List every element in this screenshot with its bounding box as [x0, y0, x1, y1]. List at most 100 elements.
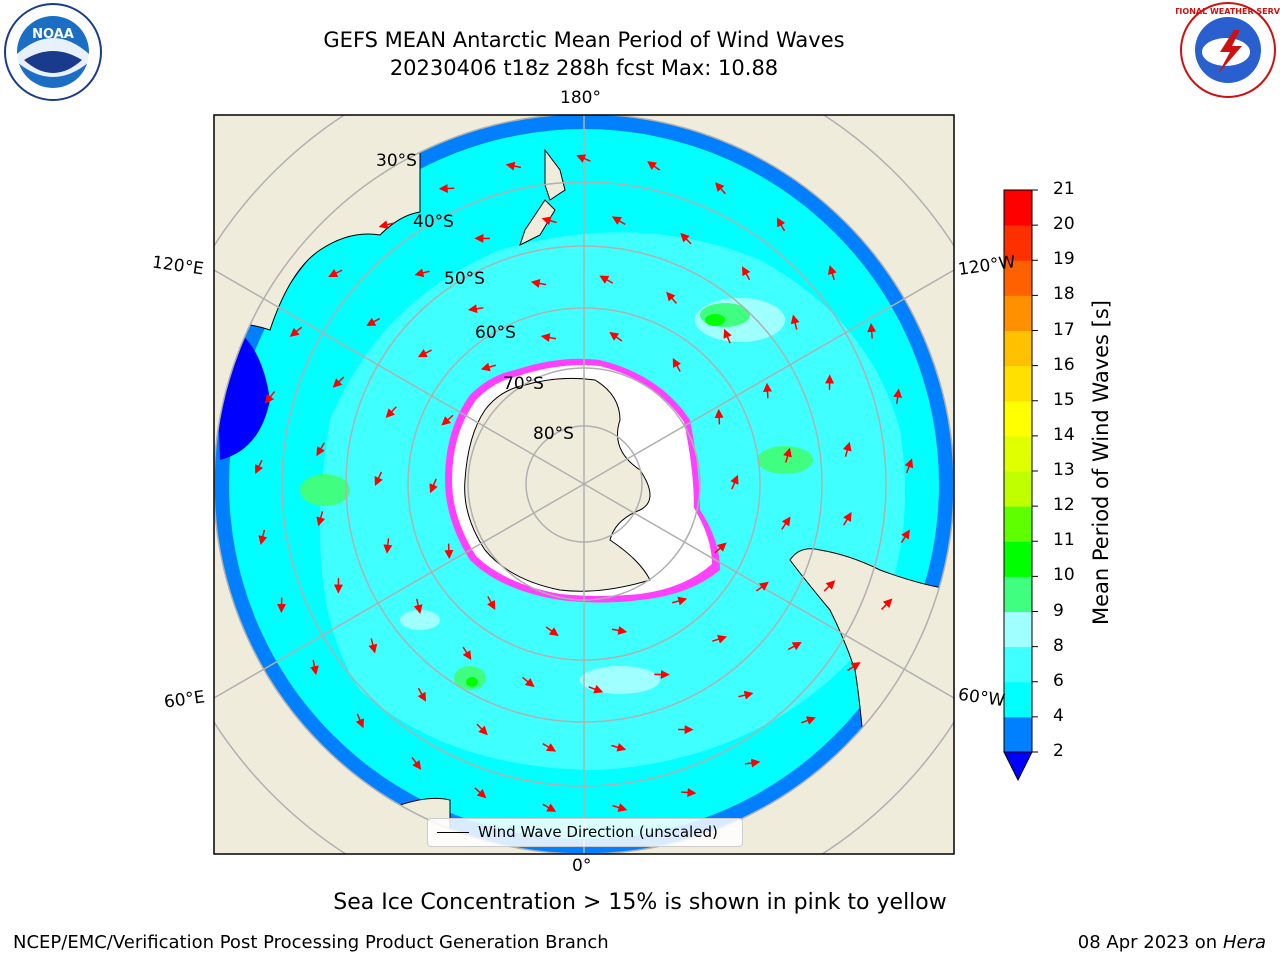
wind-wave-arrow — [417, 349, 432, 358]
wind-wave-arrow — [385, 406, 397, 418]
colorbar-tick-label: 6 — [1053, 670, 1064, 691]
sea-ice-note: Sea Ice Concentration > 15% is shown in … — [333, 890, 947, 915]
wind-wave-arrow — [823, 580, 836, 592]
nws-logo-text: NATIONAL WEATHER SERVICE — [1176, 7, 1280, 16]
colorbar-segment — [1004, 646, 1032, 683]
wind-wave-arrow — [723, 328, 732, 344]
colorbar-tick-label: 10 — [1053, 565, 1075, 586]
colorbar-segment — [1004, 330, 1032, 367]
wind-wave-arrow — [611, 625, 628, 635]
wind-wave-arrow — [530, 279, 547, 288]
wind-wave-arrow — [880, 598, 893, 610]
wind-wave-arrow — [332, 376, 345, 388]
colorbar-segment — [1004, 611, 1032, 648]
wind-wave-arrow — [867, 323, 877, 339]
colorbar-tick-label: 17 — [1053, 319, 1075, 340]
wind-wave-arrow — [413, 598, 423, 614]
colorbar-tick-label: 11 — [1053, 530, 1075, 551]
wind-wave-arrow — [712, 634, 728, 644]
wind-wave-arrow — [738, 690, 754, 700]
lon-label-top: 180° — [560, 88, 601, 108]
patch — [705, 314, 725, 326]
wind-wave-arrow — [474, 787, 487, 799]
wind-wave-arrow — [542, 803, 557, 812]
wind-wave-arrow — [611, 216, 626, 225]
wind-wave-arrow — [310, 659, 319, 676]
graticule — [214, 115, 954, 854]
patch — [757, 446, 813, 474]
colorbar-segment — [1004, 295, 1032, 331]
noaa-logo-text: NOAA — [32, 27, 74, 42]
wind-wave-arrow — [790, 314, 800, 330]
wind-wave-arrow — [755, 581, 769, 592]
colorbar-tick-label: 18 — [1053, 284, 1075, 305]
lat-label-30: 30°S — [376, 151, 417, 171]
wind-wave-arrow — [411, 756, 422, 770]
colorbar-extend-triangle — [1003, 751, 1033, 782]
wind-wave-arrow — [486, 596, 496, 611]
wind-wave-arrow — [672, 357, 682, 372]
wind-wave-arrow — [714, 408, 724, 425]
wind-wave-arrow — [776, 217, 786, 232]
legend-line-icon — [437, 832, 469, 833]
wind-wave-arrow — [255, 459, 264, 475]
wind-wave-arrow — [715, 182, 726, 195]
lat-label-60: 60°S — [475, 323, 516, 343]
wind-wave-arrow — [588, 684, 604, 694]
wind-wave-arrow — [666, 291, 678, 304]
nz-north-island — [544, 148, 566, 201]
wind-wave-arrow — [441, 414, 454, 426]
wind-wave-arrow — [383, 538, 393, 554]
wind-wave-arrow — [647, 161, 661, 171]
wind-wave-arrow — [444, 543, 454, 560]
colorbar-tick-label: 13 — [1053, 460, 1075, 480]
wind-wave-arrow — [576, 154, 591, 163]
wind-wave-arrow — [714, 542, 727, 554]
colorbar-tick-label: 16 — [1053, 354, 1075, 375]
wind-wave-arrow — [328, 268, 343, 278]
footer-credit: NCEP/EMC/Verification Post Processing Pr… — [13, 932, 609, 953]
wind-wave-arrow — [316, 442, 325, 457]
wind-wave-arrow — [476, 723, 488, 736]
wind-wave-arrow — [744, 758, 761, 768]
wind-wave-arrow — [355, 713, 365, 729]
wind-wave-arrow — [480, 362, 496, 372]
patch — [300, 474, 350, 506]
wind-wave-arrow — [429, 478, 438, 494]
colorbar — [1003, 189, 1038, 782]
wind-wave-arrow — [672, 596, 688, 606]
colorbar-tick-label: 8 — [1053, 635, 1064, 656]
wind-wave-arrow — [787, 641, 802, 651]
colorbar-tick-label: 15 — [1053, 389, 1075, 410]
wind-wave-arrow — [741, 266, 751, 281]
wind-wave-arrow — [378, 220, 394, 230]
wind-wave-arrow — [374, 471, 383, 486]
wind-wave-arrow — [258, 529, 268, 545]
colorbar-tick-label: 19 — [1053, 249, 1075, 270]
colorbar-segment — [1004, 365, 1032, 402]
colorbar-segment — [1004, 190, 1032, 226]
colorbar-segment — [1004, 506, 1032, 542]
wind-wave-arrow — [417, 687, 427, 702]
wind-wave-arrow — [609, 331, 623, 342]
colorbar-segment — [1004, 225, 1032, 261]
wind-wave-arrow — [612, 803, 628, 812]
wind-wave-arrow — [542, 743, 557, 752]
wind-wave-arrow — [781, 516, 791, 530]
wind-wave-arrow — [462, 646, 472, 661]
colorbar-segment — [1004, 716, 1032, 753]
patch — [466, 677, 478, 687]
wind-wave-arrow — [541, 216, 557, 226]
colorbar-tick-label: 20 — [1053, 214, 1075, 235]
lat-label-80: 80°S — [533, 424, 574, 444]
wind-wave-arrow — [611, 742, 627, 752]
lon-label-bottom: 0° — [572, 856, 592, 876]
map-frame — [213, 114, 955, 855]
chart-subtitle: 20230406 t18z 288h fcst Max: 10.88 — [389, 56, 779, 80]
wind-wave-arrow — [893, 388, 903, 404]
patch — [580, 666, 660, 694]
wind-wave-arrow — [540, 333, 557, 343]
wind-wave-arrow — [366, 317, 381, 327]
colorbar-label: Mean Period of Wind Waves [s] — [1089, 300, 1113, 625]
